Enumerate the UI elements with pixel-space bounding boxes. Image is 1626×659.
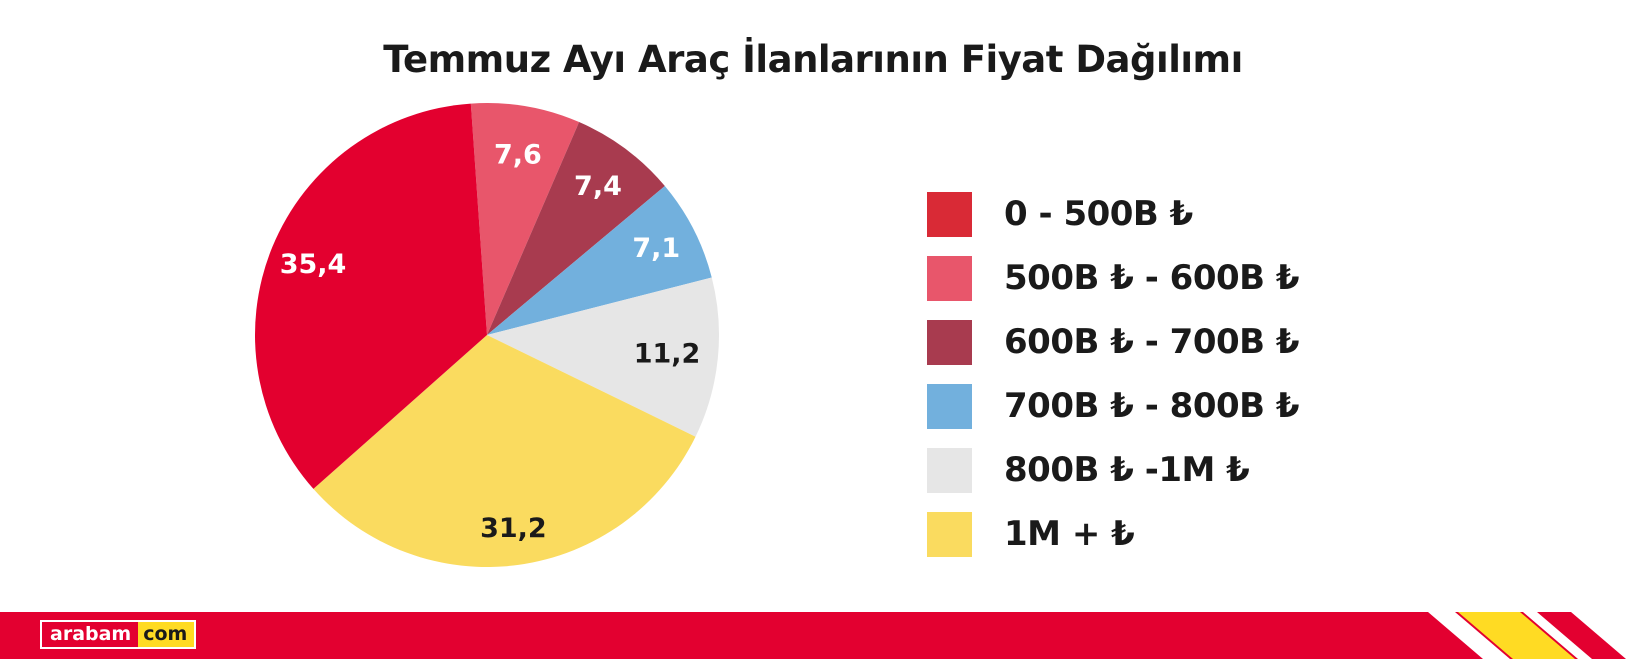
pie-slice-value-label: 11,2	[634, 338, 701, 369]
pie-slices	[254, 103, 720, 568]
footer-stripes	[1428, 612, 1626, 659]
pie-slice-value-label: 7,4	[574, 171, 622, 202]
pie-slice	[470, 103, 580, 336]
chart-title: Temmuz Ayı Araç İlanlarının Fiyat Dağılı…	[383, 38, 1243, 81]
legend-swatch	[927, 319, 972, 365]
footer-stripe-white-3	[1571, 612, 1626, 659]
legend-item-0-500b: 0 - 500B ₺	[927, 182, 1299, 246]
pie-slice-value-label: 31,2	[480, 513, 547, 544]
legend-item-800b-1m: 800B ₺ -1M ₺	[927, 438, 1299, 502]
legend-label: 700B ₺ - 800B ₺	[1004, 386, 1300, 426]
legend: 0 - 500B ₺ 500B ₺ - 600B ₺ 600B ₺ - 700B…	[927, 182, 1300, 566]
pie-slice-value-label: 7,1	[632, 233, 680, 264]
legend-swatch	[927, 191, 972, 237]
footer-stripe-yellow-1	[1458, 612, 1575, 659]
legend-item-1m-plus: 1M + ₺	[927, 502, 1299, 566]
legend-swatch	[927, 511, 972, 557]
footer-stripe-white-2	[1523, 612, 1592, 659]
legend-label: 0 - 500B ₺	[1004, 194, 1193, 234]
legend-label: 1M + ₺	[1004, 514, 1135, 554]
legend-item-500b-600b: 500B ₺ - 600B ₺	[927, 246, 1300, 310]
pie-slice	[313, 335, 696, 568]
legend-label: 800B ₺ -1M ₺	[1004, 450, 1250, 490]
pie-slice-value-label: 35,4	[280, 249, 347, 280]
pie-chart: 7,6 7,4 7,1 11,2 31,2 35,4	[254, 103, 720, 568]
legend-swatch	[927, 447, 972, 493]
logo-text-arabam: arabam	[42, 622, 139, 647]
pie-slice	[254, 103, 487, 489]
pie-slice-value-label: 7,6	[494, 139, 542, 170]
pie-labels: 7,6 7,4 7,1 11,2 31,2 35,4	[280, 139, 701, 544]
legend-item-700b-800b: 700B ₺ - 800B ₺	[927, 374, 1300, 438]
footer-bar	[0, 612, 1626, 659]
pie-slice	[487, 277, 720, 437]
legend-label: 500B ₺ - 600B ₺	[1004, 258, 1300, 298]
legend-label: 600B ₺ - 700B ₺	[1004, 322, 1300, 362]
pie-slice	[487, 122, 665, 336]
legend-swatch	[927, 383, 972, 429]
arabam-logo: arabam com	[40, 620, 197, 649]
legend-item-600b-700b: 600B ₺ - 700B ₺	[927, 310, 1300, 374]
footer-stripe-red-2	[1540, 612, 1623, 659]
legend-swatch	[927, 255, 972, 301]
logo-text-com: com	[138, 622, 195, 647]
pie-slice	[487, 186, 712, 335]
footer-stripe-white-1	[1428, 612, 1510, 659]
